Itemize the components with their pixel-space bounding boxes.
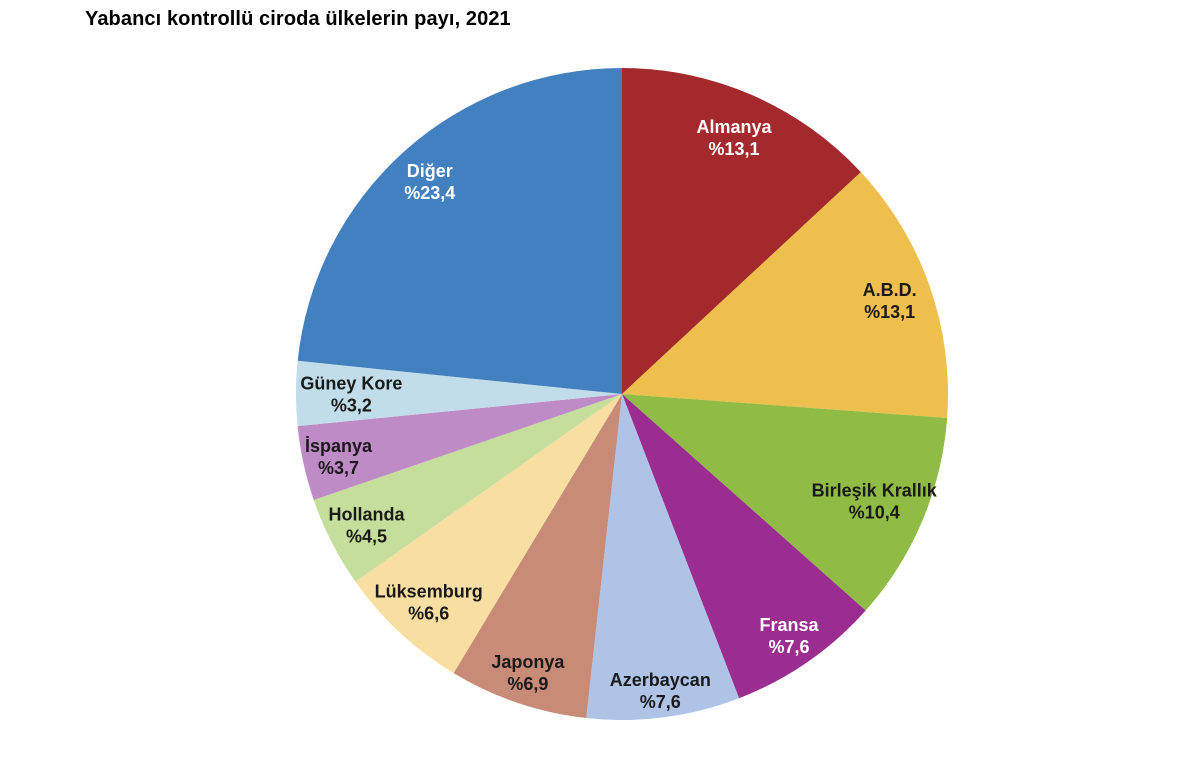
pie-slice-almanya <box>622 68 861 394</box>
pie-slice-birlesik-krallik <box>622 394 948 611</box>
pie-label-japonya: Japonya %6,9 <box>491 652 565 694</box>
pie-label-luksemburg: Lüksemburg %6,6 <box>375 582 483 624</box>
chart-title: Yabancı kontrollü ciroda ülkelerin payı,… <box>85 8 511 30</box>
pie-slice-azerbaycan <box>586 394 740 720</box>
pie-slice-i-spanya <box>297 394 622 500</box>
pie-slice-a-b-d <box>622 172 948 419</box>
pie-slice-hollanda <box>313 394 622 582</box>
pie-slice-luksemburg <box>355 394 622 674</box>
pie-label-hollanda: Hollanda %4,5 <box>328 505 405 547</box>
pie-label-almanya: Almanya %13,1 <box>696 117 772 159</box>
pie-label-i-spanya: İspanya %3,7 <box>305 436 373 478</box>
pie-slice-guney-kore <box>296 360 622 427</box>
pie-slice-japonya <box>453 394 622 719</box>
pie-label-fransa: Fransa %7,6 <box>759 615 819 657</box>
pie-label-guney-kore: Güney Kore %3,2 <box>300 374 402 416</box>
pie-label-diger: Diğer %23,4 <box>404 161 455 203</box>
pie-chart-svg: Almanya %13,1 A.B.D. %13,1 Birleşik Krallık%… <box>296 68 948 720</box>
pie-label-azerbaycan: Azerbaycan %7,6 <box>610 670 711 712</box>
pie-label-birlesik-krallik: Birleşik Krallık %10,4 <box>812 481 938 523</box>
pie-label-a-b-d: A.B.D. %13,1 <box>863 280 917 322</box>
pie-chart: Almanya %13,1 A.B.D. %13,1 Birleşik Krallık%… <box>296 68 948 720</box>
pie-slice-diger <box>297 68 622 394</box>
pie-slice-fransa <box>622 394 866 699</box>
